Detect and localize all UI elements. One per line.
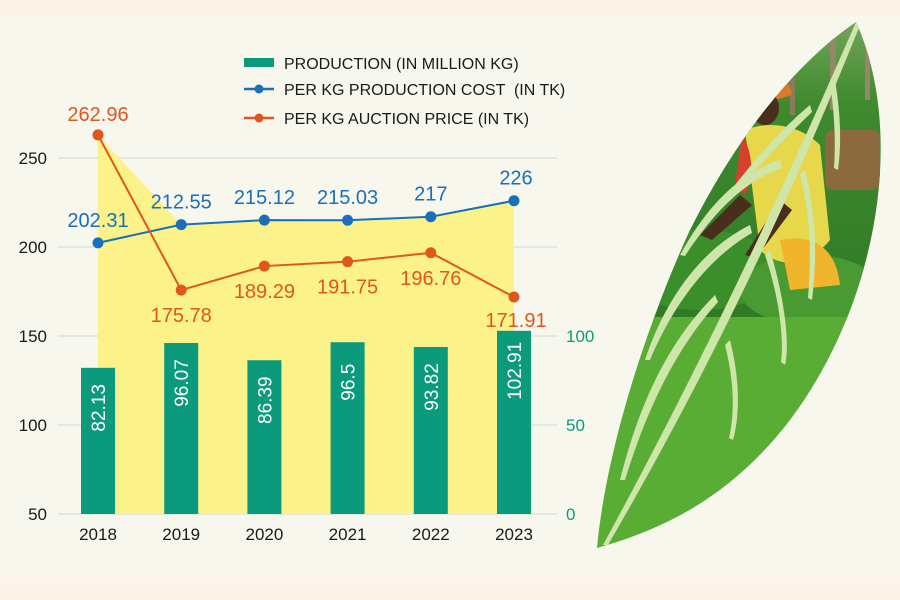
- axes: 50 100 150 200 250 0 50 100 2018 2019 2020 2021 2022…: [19, 149, 595, 544]
- bar-production-2018: [81, 367, 115, 514]
- leaf-vein: [830, 80, 841, 170]
- area-fill: [98, 134, 514, 514]
- bar-value-label: 93.82: [422, 363, 443, 411]
- point-cost: [342, 214, 354, 226]
- legend: PRODUCTION (IN MILLION KG) PER KG PRODUC…: [244, 56, 565, 128]
- leaf-midrib: [603, 22, 860, 545]
- point-cost: [425, 211, 437, 223]
- left-axis-tick-label: 250: [19, 149, 47, 168]
- line-cost: [97, 199, 515, 244]
- bar-production-2020: [247, 360, 282, 514]
- bar-production-2021: [330, 342, 365, 514]
- tea-leaf-illustration: [597, 22, 881, 548]
- point-auction: [175, 284, 187, 296]
- headscarf: [748, 75, 792, 100]
- legend-item-auction: PER KG AUCTION PRICE (IN TK): [244, 111, 529, 128]
- bar-production-2023: [497, 330, 531, 514]
- left-axis-tick-label: 200: [19, 238, 47, 257]
- legend-label-auction: PER KG AUCTION PRICE (IN TK): [284, 111, 529, 128]
- legend-marker-cost: [254, 84, 264, 94]
- data-label-auction: 262.96: [67, 104, 128, 126]
- tree-trunk: [790, 22, 795, 115]
- data-label-cost: 212.55: [151, 192, 212, 214]
- bar-production-2022: [413, 347, 448, 514]
- data-label-cost: 217: [414, 184, 447, 206]
- bars: 82.13 96.07 86.39 96.5 93.82 102.91: [81, 330, 531, 514]
- x-axis-tick-label: 2021: [329, 525, 367, 544]
- leaf-veins: [603, 22, 860, 545]
- lines: 202.31 212.55 215.12 215.03 217 226 262.96 175.…: [67, 104, 546, 332]
- x-axis-tick-label: 2019: [162, 525, 200, 544]
- leaf-vein: [735, 105, 812, 187]
- left-axis-tick-label: 50: [28, 505, 47, 524]
- bar-value-label: 82.13: [89, 384, 110, 432]
- legend-item-production: PRODUCTION (IN MILLION KG): [244, 56, 519, 73]
- x-axis-tick-label: 2018: [79, 525, 117, 544]
- point-auction: [342, 256, 354, 268]
- bar-value-label: 96.5: [339, 364, 360, 401]
- x-axis-tick-label: 2022: [412, 525, 450, 544]
- x-axis-tick-label: 2020: [245, 525, 283, 544]
- bar-value-label: 102.91: [505, 342, 526, 400]
- legend-label-cost: PER KG PRODUCTION COST (IN TK): [284, 82, 565, 99]
- bar-value-label: 96.07: [172, 359, 193, 407]
- leaf-vein: [725, 340, 738, 440]
- data-label-cost: 202.31: [67, 210, 128, 232]
- leaf-vein: [645, 225, 752, 360]
- tree-trunk: [865, 22, 870, 100]
- data-label-auction: 196.76: [400, 268, 461, 290]
- data-label-auction: 171.91: [485, 310, 546, 332]
- point-cost: [508, 195, 520, 207]
- leaf-vein: [800, 170, 816, 300]
- point-auction: [508, 291, 520, 303]
- legend-swatch-production: [244, 58, 274, 67]
- leaf-vein: [680, 160, 782, 256]
- data-label-auction: 191.75: [317, 277, 378, 299]
- right-axis-tick-label: 0: [566, 505, 575, 524]
- x-axis-tick-label: 2023: [495, 525, 533, 544]
- top-band: [0, 0, 900, 16]
- bottom-band: [0, 578, 900, 600]
- leaf-lower-solid: [597, 317, 881, 548]
- right-axis-tick-label: 50: [566, 416, 585, 435]
- leaf-vein: [620, 295, 718, 480]
- point-cost: [175, 219, 187, 231]
- tree-trunk: [735, 22, 741, 100]
- data-label-cost: 215.03: [317, 187, 378, 209]
- bar-production-2019: [164, 342, 199, 514]
- basket: [825, 130, 880, 190]
- data-label-auction: 175.78: [151, 305, 212, 327]
- head: [751, 91, 779, 125]
- data-label-cost: 215.12: [234, 187, 295, 209]
- left-axis-tick-label: 150: [19, 327, 47, 346]
- right-axis-tick-label: 100: [566, 327, 594, 346]
- leaf-vein: [765, 250, 787, 365]
- point-auction: [92, 129, 104, 141]
- tree-trunk: [830, 22, 836, 110]
- legend-marker-auction: [254, 113, 264, 123]
- arm: [700, 195, 752, 240]
- point-cost: [258, 214, 270, 226]
- data-label-auction: 189.29: [234, 281, 295, 303]
- legend-item-cost: PER KG PRODUCTION COST (IN TK): [244, 82, 565, 99]
- left-axis-tick-label: 100: [19, 416, 47, 435]
- legend-label-production: PRODUCTION (IN MILLION KG): [284, 56, 519, 73]
- data-label-cost: 226: [499, 168, 532, 190]
- point-auction: [425, 247, 437, 259]
- point-cost: [92, 237, 104, 249]
- bar-value-label: 86.39: [255, 376, 276, 424]
- point-auction: [258, 260, 270, 272]
- line-auction: [97, 134, 515, 298]
